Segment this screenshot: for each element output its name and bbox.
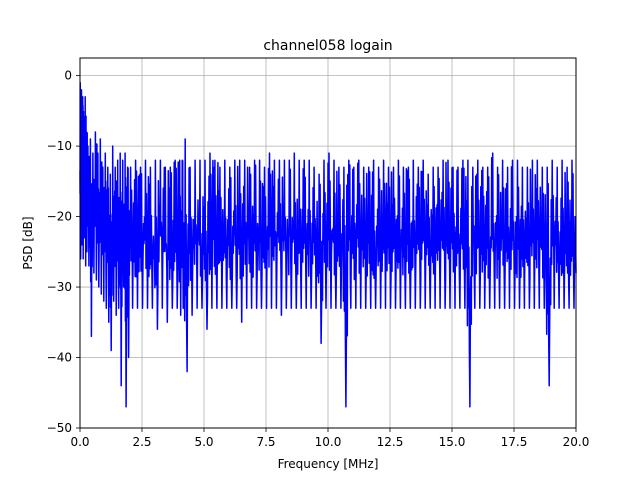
y-axis-label: PSD [dB] bbox=[21, 216, 35, 269]
y-axis-ticks: −50 −40 −30 −20 −10 0 bbox=[47, 69, 80, 435]
x-tick-label: 20.0 bbox=[563, 435, 590, 449]
y-tick-label: −50 bbox=[47, 421, 72, 435]
chart-title: channel058 logain bbox=[263, 38, 392, 54]
x-tick-label: 0.0 bbox=[70, 435, 89, 449]
plot-area bbox=[79, 81, 577, 408]
x-tick-label: 10.0 bbox=[315, 435, 342, 449]
x-axis-label: Frequency [MHz] bbox=[278, 457, 379, 471]
y-tick-label: 0 bbox=[64, 69, 72, 83]
y-tick-label: −40 bbox=[47, 351, 72, 365]
x-tick-label: 5.0 bbox=[194, 435, 213, 449]
x-tick-label: 7.5 bbox=[256, 435, 275, 449]
x-tick-label: 2.5 bbox=[132, 435, 151, 449]
y-tick-label: −10 bbox=[47, 139, 72, 153]
x-tick-label: 12.5 bbox=[377, 435, 404, 449]
psd-series-line bbox=[79, 81, 577, 408]
x-tick-label: 15.0 bbox=[439, 435, 466, 449]
x-tick-label: 17.5 bbox=[501, 435, 528, 449]
y-tick-label: −30 bbox=[47, 280, 72, 294]
x-axis-ticks: 0.0 2.5 5.0 7.5 10.0 12.5 15.0 17.5 20.0 bbox=[70, 428, 589, 449]
y-tick-label: −20 bbox=[47, 210, 72, 224]
